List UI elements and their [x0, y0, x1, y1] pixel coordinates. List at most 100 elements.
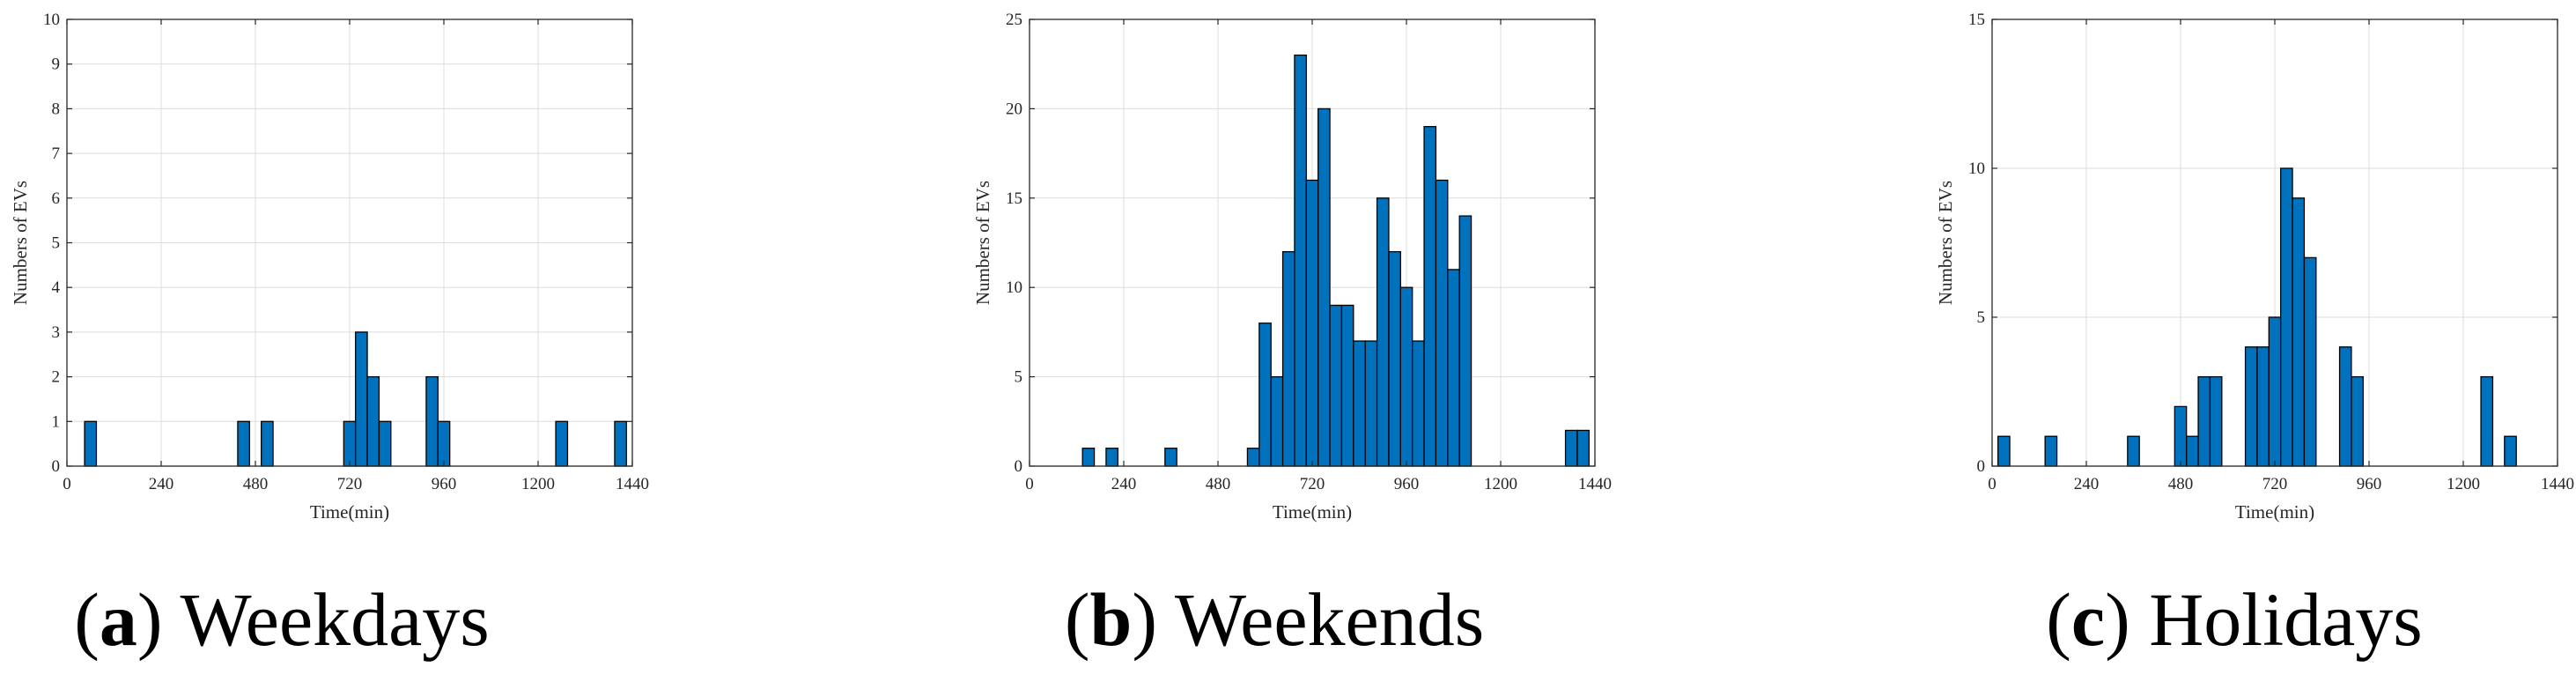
chart-a-xtick-label: 720 [337, 475, 363, 493]
chart-a-ytick-label: 6 [52, 189, 61, 208]
chart-b-xtick-label: 960 [1394, 475, 1420, 493]
chart-b-ytick-label: 25 [1006, 11, 1022, 29]
chart-c-xtick-label: 1440 [2541, 475, 2574, 493]
chart-c-bar [2244, 346, 2258, 467]
chart-a-xtick-label: 0 [63, 475, 71, 493]
chart-c-bar [2292, 197, 2306, 467]
chart-a-bar [237, 420, 250, 467]
chart-a-bar [261, 420, 274, 467]
chart-c-bar [2351, 375, 2364, 467]
caption-a-letter: a [99, 577, 137, 662]
chart-a-xtick-label: 1440 [616, 475, 649, 493]
chart-b-bar [1081, 448, 1096, 467]
chart-c: 0 240 480 720 960 1200 1440 0 5 10 15 Time(min) Numb… [1935, 11, 2574, 523]
chart-a-ylabel: Numbers of EVs [10, 181, 31, 305]
chart-b-bar [1576, 429, 1590, 467]
chart-b-bar [1458, 215, 1473, 467]
chart-a-ytick-label: 10 [43, 11, 60, 29]
chart-b-bar [1376, 197, 1390, 467]
chart-c-ylabel: Numbers of EVs [1935, 181, 1956, 305]
chart-c-bar [2303, 256, 2317, 467]
chart-c-xtick-label: 960 [2357, 475, 2382, 493]
chart-b-xtick-label: 240 [1111, 475, 1137, 493]
chart-c-ytick-label: 5 [1977, 308, 1986, 327]
caption-a: (a) Weekdays [74, 577, 490, 662]
chart-c-xtick-label: 1200 [2447, 475, 2480, 493]
chart-a-ytick-label: 7 [52, 145, 61, 163]
chart-a-bar [425, 375, 439, 467]
chart-b-bar [1447, 269, 1460, 467]
chart-a-bar [614, 420, 627, 467]
chart-b-bar [1294, 54, 1307, 467]
chart-b-bar [1164, 448, 1177, 467]
chart-c-ytick-label: 0 [1977, 457, 1986, 476]
caption-b-letter: b [1089, 577, 1133, 662]
chart-b-xtick-label: 720 [1300, 475, 1325, 493]
chart-b-ylabel: Numbers of EVs [972, 181, 993, 305]
chart-b: 0 240 480 720 960 1200 1440 0 5 10 15 20 25 Time(min)… [972, 11, 1612, 523]
chart-a-ytick-label: 3 [52, 323, 61, 342]
chart-c-bar [2127, 435, 2140, 467]
chart-b-bar [1423, 126, 1437, 467]
chart-b-bar [1281, 250, 1295, 467]
chart-b-xlabel: Time(min) [1273, 501, 1352, 523]
chart-b-bar [1270, 375, 1284, 467]
chart-b-xtick-label: 480 [1206, 475, 1231, 493]
chart-b-xtick-label: 1200 [1484, 475, 1517, 493]
chart-b-bar [1412, 340, 1425, 467]
chart-c-ytick-label: 10 [1968, 159, 1985, 178]
chart-c-bar [2338, 346, 2352, 467]
chart-b-ytick-label: 10 [1006, 278, 1022, 297]
chart-b-bar [1258, 322, 1272, 467]
chart-c-bar [2044, 435, 2058, 467]
chart-a-ytick-label: 4 [52, 278, 61, 297]
chart-a-xtick-label: 240 [149, 475, 174, 493]
chart-b-bar [1105, 448, 1118, 467]
caption-c: (c) Holidays [2046, 577, 2423, 662]
chart-a: 0 240 480 720 960 1200 1440 0 1 2 3 4 5 6 7 8 9 10 Time(mi… [10, 11, 649, 523]
chart-c-bar [2186, 435, 2199, 467]
chart-c-bar [2174, 405, 2188, 467]
chart-a-bar [555, 420, 569, 467]
chart-b-xtick-label: 1440 [1578, 475, 1612, 493]
caption-a-text: Weekdays [180, 577, 490, 662]
chart-b-bar [1329, 304, 1343, 467]
caption-c-letter: c [2070, 577, 2106, 662]
caption-b: (b) Weekends [1064, 577, 1485, 662]
chart-c-bar [2197, 375, 2211, 467]
chart-c-ytick-label: 15 [1968, 11, 1985, 29]
chart-a-bar [343, 420, 357, 467]
chart-c-xtick-label: 240 [2074, 475, 2100, 493]
chart-b-bar [1435, 179, 1449, 467]
chart-c-bar [2256, 346, 2270, 467]
chart-b-bar [1246, 448, 1260, 467]
chart-a-ytick-label: 2 [52, 368, 61, 387]
chart-a-bar [366, 375, 380, 467]
chart-c-bar [2280, 167, 2293, 467]
chart-c-bar [1997, 435, 2011, 467]
chart-b-ytick-label: 5 [1015, 368, 1023, 387]
chart-c-xtick-label: 480 [2168, 475, 2194, 493]
chart-c-bar [2480, 375, 2494, 467]
chart-a-bar [84, 420, 98, 467]
chart-b-bar [1318, 107, 1331, 467]
chart-c-xtick-label: 720 [2262, 475, 2288, 493]
chart-c-xlabel: Time(min) [2235, 501, 2314, 523]
chart-a-ytick-label: 0 [52, 457, 61, 476]
chart-c-bar [2504, 435, 2517, 467]
chart-a-xtick-label: 960 [432, 475, 457, 493]
chart-b-bar [1388, 250, 1401, 467]
chart-a-ytick-label: 5 [52, 234, 61, 253]
caption-b-text: Weekends [1174, 577, 1485, 662]
chart-a-bar [355, 331, 368, 467]
chart-b-bar [1564, 429, 1578, 467]
chart-a-ytick-label: 8 [52, 100, 61, 118]
chart-b-bar [1353, 340, 1366, 467]
chart-c-xtick-label: 0 [1988, 475, 1997, 493]
chart-a-xtick-label: 1200 [521, 475, 555, 493]
chart-c-bar [2209, 375, 2223, 467]
chart-a-ytick-label: 1 [52, 412, 61, 431]
chart-b-xtick-label: 0 [1025, 475, 1034, 493]
